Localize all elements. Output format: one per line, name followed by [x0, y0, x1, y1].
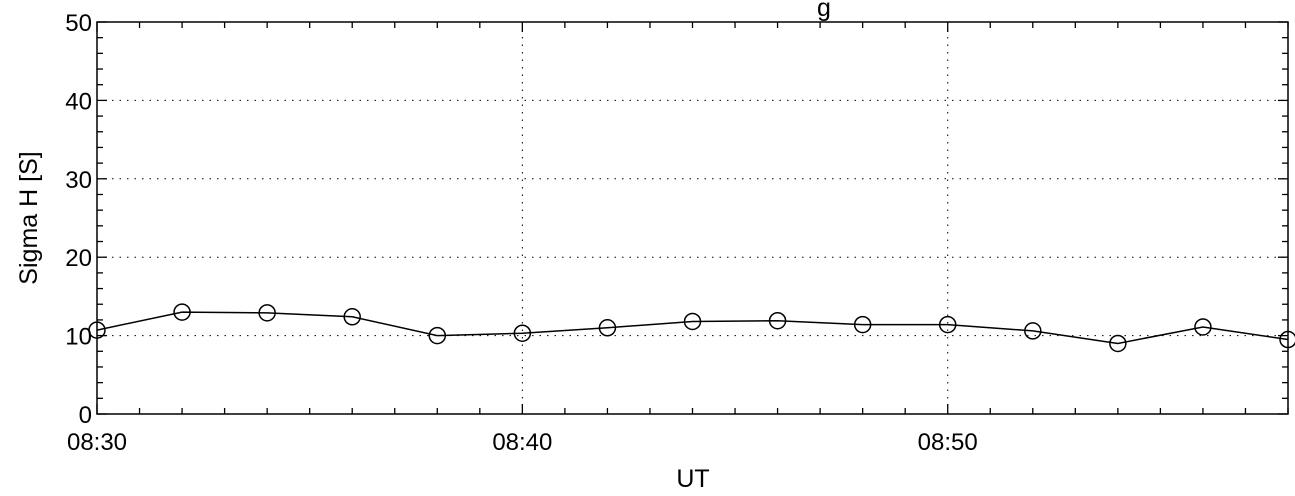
axis-ticks [96, 21, 1289, 415]
x-axis-tick-labels: 08:30 08:40 08:50 [67, 429, 978, 456]
data-point-marker [88, 321, 106, 339]
data-point-marker [938, 315, 957, 334]
data-point-marker [343, 308, 361, 326]
y-tick-label: 30 [65, 167, 92, 194]
y-tick-label: 50 [65, 10, 92, 37]
data-series [88, 303, 1295, 353]
data-point-marker [683, 312, 702, 331]
y-axis-tick-labels: 0 10 20 30 40 50 [65, 10, 92, 429]
data-point-marker [1194, 318, 1212, 336]
grid-lines [97, 22, 1288, 414]
data-point-marker [598, 319, 617, 337]
data-point-marker [173, 303, 191, 321]
plot-area [96, 21, 1289, 415]
x-tick-label: 08:30 [67, 429, 127, 456]
y-tick-label: 40 [65, 88, 92, 115]
y-tick-label: 0 [79, 402, 92, 429]
x-axis-label: UT [676, 465, 709, 493]
data-point-marker [258, 304, 276, 322]
chart-title-partial: g [817, 0, 831, 22]
data-point-marker [428, 326, 447, 345]
data-point-marker [1109, 334, 1127, 353]
data-point-marker [768, 311, 787, 330]
series-line [96, 311, 1289, 345]
data-point-marker [1279, 330, 1295, 349]
data-point-marker [513, 324, 532, 342]
x-tick-label: 08:40 [492, 429, 552, 456]
x-tick-label: 08:50 [918, 429, 978, 456]
y-axis-label: Sigma H [S] [15, 151, 43, 284]
y-tick-label: 20 [65, 245, 92, 272]
y-tick-label: 10 [65, 324, 92, 351]
data-point-marker [1024, 322, 1042, 340]
data-point-marker [853, 315, 872, 334]
plot-frame [96, 21, 1289, 415]
